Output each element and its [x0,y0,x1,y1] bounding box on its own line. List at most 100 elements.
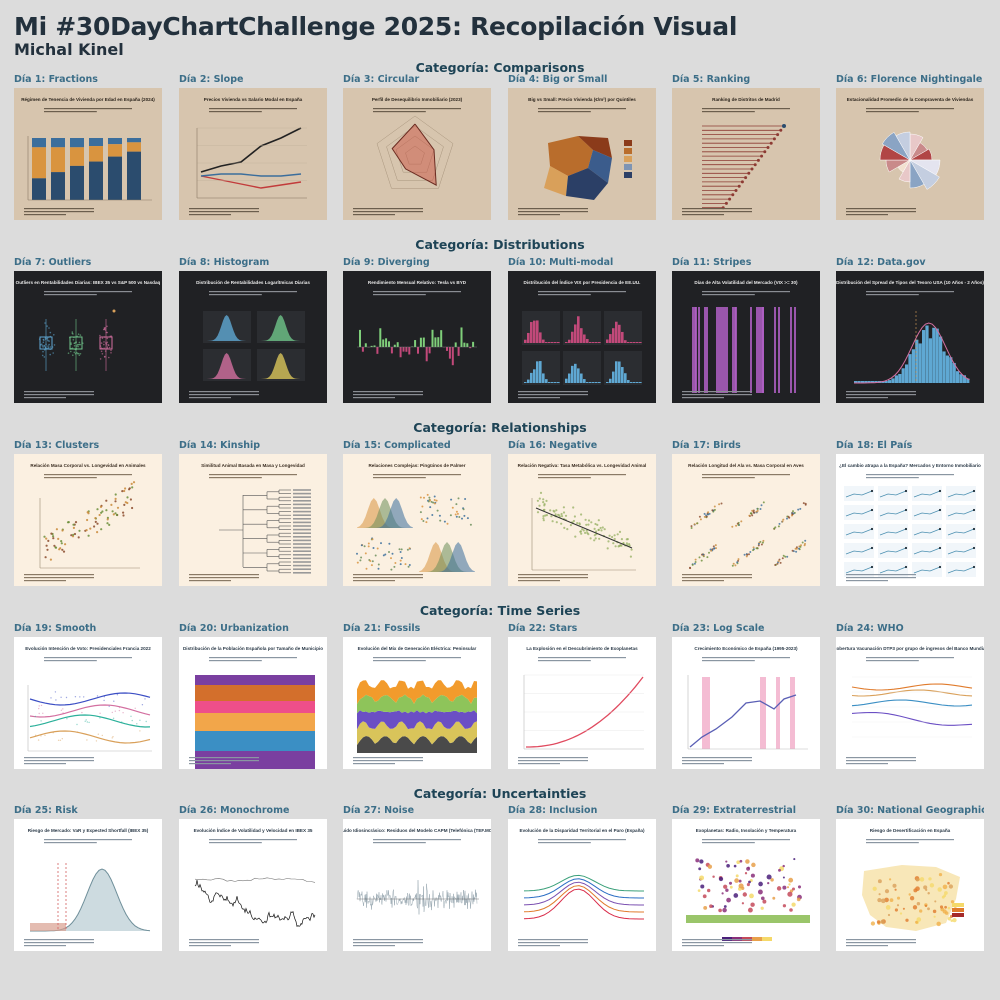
chart-card[interactable]: Día 16: Negative Relación Negativa: Tasa … [508,439,656,586]
chart-thumbnail[interactable]: Distribución de la Población Española po… [179,637,327,769]
chart-thumbnail[interactable]: Similitud Animal Basada en Masa y Longev… [179,454,327,586]
chart-card[interactable]: Día 23: Log Scale Crecimiento Económico d… [672,622,820,769]
chart-card[interactable]: Día 14: Kinship Similitud Animal Basada e… [179,439,327,586]
chart-thumbnail[interactable]: Riesgo de Desertificación en España [836,819,984,951]
chart-thumbnail[interactable]: Exoplanetas: Radio, Insolación y Tempera… [672,819,820,951]
chart-day-label: Día 23: Log Scale [672,623,765,634]
chart-thumbnail[interactable]: Ruido Idiosincrásico: Residuos del Model… [343,819,491,951]
chart-card[interactable]: Día 25: Risk Riesgo de Mercado: VaR y Exp… [14,804,162,951]
chart-day-label: Día 14: Kinship [179,440,261,451]
chart-thumbnail[interactable]: Rendimiento Mensual Relativo: Tesla vs B… [343,271,491,403]
chart-thumbnail[interactable]: Evolución del Mix de Generación Eléctric… [343,637,491,769]
chart-card[interactable]: Día 21: Fossils Evolución del Mix de Gene… [343,622,491,769]
chart-card[interactable]: Día 2: Slope Precios Vivienda vs Salario … [179,73,327,220]
chart-card[interactable]: Día 27: Noise Ruido Idiosincrásico: Resid… [343,804,491,951]
category-heading: Categoría: Comparisons [415,60,585,75]
chart-day-label: Día 8: Histogram [179,257,270,268]
chart-thumbnail-graphic: Distribución del Índice VIX por Presiden… [508,271,656,403]
chart-thumbnail[interactable]: Días de Alta Volatilidad del Mercado (VI… [672,271,820,403]
chart-day-label: Día 1: Fractions [14,74,98,85]
chart-thumbnail[interactable]: Relación Negativa: Tasa Metabólica vs. L… [508,454,656,586]
chart-day-label: Día 2: Slope [179,74,244,85]
chart-thumbnail-title: Evolución Intención de Voto: Presidencia… [25,646,151,651]
chart-thumbnail[interactable]: Distribución del Índice VIX por Presiden… [508,271,656,403]
chart-thumbnail-title: Relación Longitud del Ala vs. Masa Corpo… [688,463,804,468]
chart-thumbnail[interactable]: ¿El cambio atrapa a la España? Mercados … [836,454,984,586]
chart-thumbnail[interactable]: Precios Vivienda vs Salario Modal en Esp… [179,88,327,220]
chart-day-label: Día 9: Diverging [343,257,430,268]
chart-card[interactable]: Día 7: Outliers Outliers en Rentabilidade… [14,256,162,403]
chart-thumbnail-plot [844,486,976,577]
chart-day-label: Día 30: National Geographic [836,805,984,816]
chart-day-label: Día 20: Urbanization [179,623,289,634]
chart-thumbnail[interactable]: Evolución Índice de Volatilidad y Veloci… [179,819,327,951]
chart-card[interactable]: Día 28: Inclusion Evolución de la Dispari… [508,804,656,951]
chart-thumbnail-plot [692,307,796,393]
chart-thumbnail[interactable]: Régimen de Tenencia de Vivienda por Edad… [14,88,162,220]
chart-card[interactable]: Día 11: Stripes Días de Alta Volatilidad … [672,256,820,403]
chart-thumbnail[interactable]: Relación Masa Corporal vs. Longevidad en… [14,454,162,586]
chart-day-label: Día 21: Fossils [343,623,421,634]
chart-thumbnail-title: Distribución de Rentabilidades Logarítmi… [196,280,310,285]
chart-thumbnail-title: Días de Alta Volatilidad del Mercado (VI… [694,280,798,285]
chart-card[interactable]: Día 29: Extraterrestrial Exoplanetas: Rad… [672,804,820,951]
chart-thumbnail[interactable]: Crecimiento Económico de España (1995-20… [672,637,820,769]
chart-thumbnail[interactable]: Evolución de la Disparidad Territorial e… [508,819,656,951]
chart-day-label: Día 10: Multi-modal [508,257,614,268]
chart-thumbnail[interactable]: Ranking de Distritos de Madrid [672,88,820,220]
chart-thumbnail-title: Distribución del Índice VIX por Presiden… [524,278,641,285]
chart-thumbnail-graphic: Estacionalidad Promedio de la Compravent… [836,88,984,220]
chart-thumbnail[interactable]: Distribución de Rentabilidades Logarítmi… [179,271,327,403]
chart-card[interactable]: Día 15: Complicated Relaciones Complejas:… [343,439,491,586]
chart-thumbnail-title: Exoplanetas: Radio, Insolación y Tempera… [696,828,797,833]
chart-card[interactable]: Día 3: Circular Perfil de Desequilibrio I… [343,73,491,220]
chart-thumbnail-plot [356,880,479,915]
chart-thumbnail[interactable]: Riesgo de Mercado: VaR y Expected Shortf… [14,819,162,951]
chart-thumbnail-graphic: Precios Vivienda vs Salario Modal en Esp… [179,88,327,220]
chart-day-label: Día 29: Extraterrestrial [672,805,797,816]
chart-thumbnail-title: Evolución de la Disparidad Territorial e… [520,828,645,833]
chart-card[interactable]: Día 13: Clusters Relación Masa Corporal v… [14,439,162,586]
chart-card[interactable]: Día 22: Stars La Explosión en el Descubri… [508,622,656,769]
chart-thumbnail-graphic: Outliers en Rentabilidades Diarias: IBEX… [14,271,162,403]
chart-card[interactable]: Día 1: Fractions Régimen de Tenencia de V… [14,73,162,220]
category-heading: Categoría: Uncertainties [413,786,587,801]
chart-thumbnail[interactable]: Cobertura Vacunación DTP3 por grupo de i… [836,637,984,769]
chart-card[interactable]: Día 30: National Geographic Riesgo de Des… [836,804,984,951]
chart-card[interactable]: Día 4: Big or Small Big vs Small: Precio … [508,73,656,220]
chart-thumbnail[interactable]: Evolución Intención de Voto: Presidencia… [14,637,162,769]
chart-day-label: Día 25: Risk [14,805,78,816]
chart-thumbnail[interactable]: Distribución del Spread de Tipos del Tes… [836,271,984,403]
chart-day-label: Día 15: Complicated [343,440,451,451]
chart-thumbnail-plot [357,327,477,366]
chart-thumbnail[interactable]: Outliers en Rentabilidades Diarias: IBEX… [14,271,162,403]
chart-day-label: Día 22: Stars [508,623,578,634]
chart-card[interactable]: Día 10: Multi-modal Distribución del Índi… [508,256,656,403]
chart-card[interactable]: Día 24: WHO Cobertura Vacunación DTP3 por… [836,622,984,769]
chart-thumbnail-graphic: Ruido Idiosincrásico: Residuos del Model… [343,819,491,951]
chart-card[interactable]: Día 9: Diverging Rendimiento Mensual Rela… [343,256,491,403]
chart-card[interactable]: Día 17: Birds Relación Longitud del Ala v… [672,439,820,586]
chart-card[interactable]: Día 18: El País ¿El cambio atrapa a la Es… [836,439,984,586]
chart-thumbnail[interactable]: Relación Longitud del Ala vs. Masa Corpo… [672,454,820,586]
chart-thumbnail-graphic: ¿El cambio atrapa a la España? Mercados … [836,454,984,586]
chart-card[interactable]: Día 5: Ranking Ranking de Distritos de Ma… [672,73,820,220]
chart-thumbnail-title: Ruido Idiosincrásico: Residuos del Model… [343,828,491,833]
chart-card[interactable]: Día 12: Data.gov Distribución del Spread … [836,256,984,403]
page-author: Michal Kinel [14,40,124,59]
chart-thumbnail[interactable]: Relaciones Complejas: Pingüinos de Palme… [343,454,491,586]
chart-thumbnail-title: Riesgo de Desertificación en España [870,828,951,833]
chart-card[interactable]: Día 20: Urbanization Distribución de la P… [179,622,327,769]
chart-thumbnail-graphic: Régimen de Tenencia de Vivienda por Edad… [14,88,162,220]
chart-thumbnail-plot [702,124,786,210]
chart-thumbnail[interactable]: Perfil de Desequilibrio Inmobiliario (20… [343,88,491,220]
chart-thumbnail[interactable]: Estacionalidad Promedio de la Compravent… [836,88,984,220]
chart-thumbnail-plot [203,311,305,381]
page-title: Mi #30DayChartChallenge 2025: Recopilaci… [14,12,738,41]
chart-thumbnail[interactable]: La Explosión en el Descubrimiento de Exo… [508,637,656,769]
chart-card[interactable]: Día 19: Smooth Evolución Intención de Vot… [14,622,162,769]
chart-card[interactable]: Día 6: Florence Nightingale Estacionalida… [836,73,984,220]
chart-card[interactable]: Día 26: Monochrome Evolución Índice de Vo… [179,804,327,951]
chart-card[interactable]: Día 8: Histogram Distribución de Rentabil… [179,256,327,403]
chart-thumbnail[interactable]: Big vs Small: Precio Vivienda (€/m²) por… [508,88,656,220]
